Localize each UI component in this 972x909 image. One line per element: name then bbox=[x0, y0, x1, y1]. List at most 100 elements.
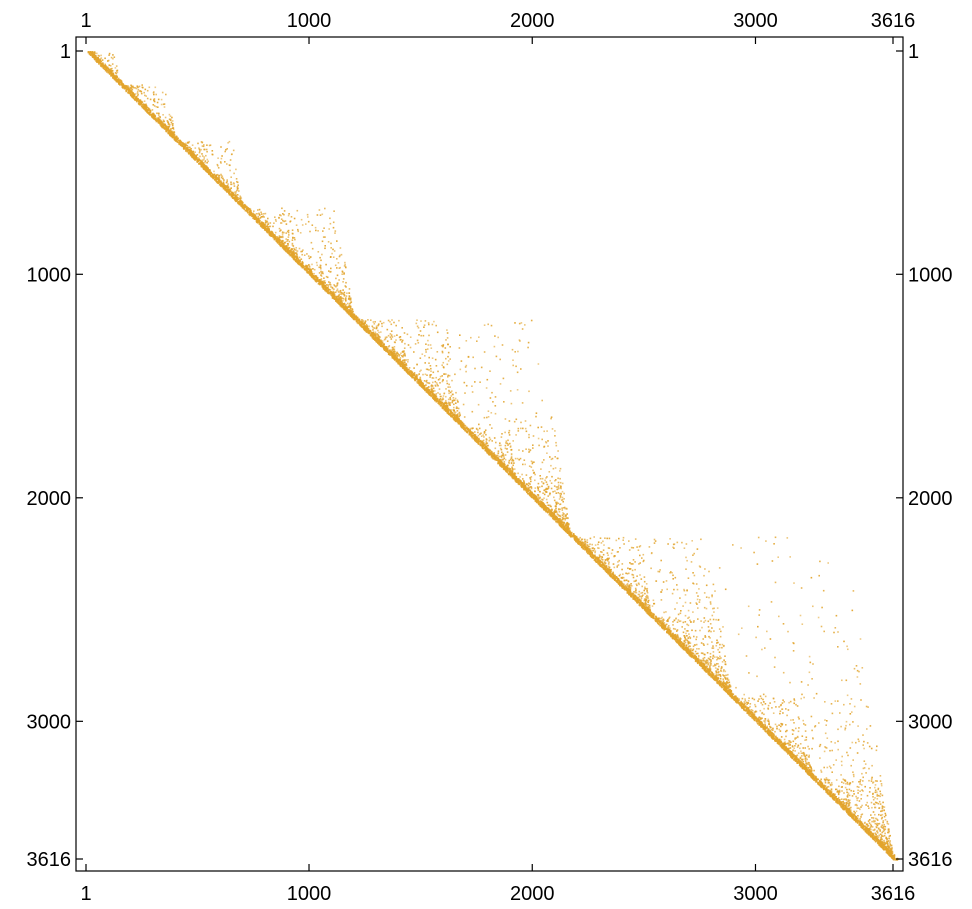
nonzero-entry bbox=[219, 185, 222, 187]
nonzero-entry bbox=[753, 718, 756, 720]
nonzero-entry bbox=[359, 321, 362, 323]
nonzero-entry bbox=[217, 182, 220, 184]
nonzero-entry bbox=[443, 409, 446, 411]
nonzero-entry bbox=[102, 67, 105, 69]
nonzero-entry bbox=[93, 51, 96, 54]
nonzero-entry bbox=[153, 98, 156, 100]
nonzero-entry bbox=[112, 54, 114, 56]
nonzero-entry bbox=[463, 426, 465, 429]
nonzero-entry bbox=[155, 93, 157, 96]
nonzero-entry bbox=[253, 213, 255, 216]
nonzero-entry bbox=[674, 639, 677, 641]
nonzero-entry bbox=[472, 437, 475, 440]
nonzero-entry bbox=[172, 135, 174, 138]
nonzero-entry bbox=[207, 167, 209, 170]
nonzero-entry bbox=[659, 625, 662, 627]
nonzero-entry bbox=[178, 140, 180, 142]
nonzero-entry bbox=[387, 351, 389, 353]
nonzero-entry bbox=[244, 209, 247, 212]
nonzero-entry bbox=[798, 764, 801, 767]
nonzero-entry bbox=[273, 238, 276, 241]
nonzero-entry bbox=[495, 459, 498, 461]
nonzero-entry bbox=[714, 679, 716, 681]
nonzero-entry bbox=[412, 376, 415, 379]
nonzero-entry bbox=[99, 62, 102, 65]
nonzero-entry bbox=[155, 117, 157, 119]
nonzero-entry bbox=[740, 700, 742, 703]
nonzero-entry bbox=[304, 268, 306, 271]
nonzero-entry bbox=[142, 104, 144, 106]
nonzero-entry bbox=[107, 72, 109, 74]
nonzero-entry bbox=[439, 405, 442, 407]
nonzero-entry bbox=[246, 205, 248, 208]
nonzero-entry bbox=[621, 587, 624, 589]
nonzero-entry bbox=[187, 149, 189, 152]
nonzero-entry bbox=[826, 787, 828, 789]
nonzero-entry bbox=[705, 671, 708, 673]
nonzero-entry bbox=[692, 655, 695, 657]
nonzero-entry bbox=[276, 240, 278, 243]
nonzero-entry bbox=[169, 131, 172, 134]
nonzero-entry bbox=[150, 114, 153, 117]
nonzero-entry bbox=[230, 190, 232, 193]
nonzero-entry bbox=[153, 93, 155, 96]
nonzero-entry bbox=[564, 524, 566, 526]
nonzero-entry bbox=[769, 735, 771, 737]
nonzero-entry bbox=[609, 572, 612, 575]
nonzero-entry bbox=[491, 451, 493, 453]
nonzero-entry bbox=[483, 443, 486, 446]
nonzero-entry bbox=[784, 747, 786, 750]
nonzero-entry bbox=[117, 77, 120, 80]
nonzero-entry bbox=[99, 59, 101, 62]
nonzero-entry bbox=[105, 69, 107, 72]
nonzero-entry bbox=[110, 70, 113, 72]
nonzero-entry bbox=[106, 69, 109, 72]
nonzero-entry bbox=[658, 623, 660, 626]
nonzero-entry bbox=[303, 265, 306, 268]
nonzero-entry bbox=[183, 148, 185, 150]
nonzero-entry bbox=[506, 471, 508, 473]
nonzero-entry bbox=[896, 859, 898, 861]
nonzero-entry bbox=[108, 52, 111, 55]
nonzero-entry bbox=[219, 181, 221, 184]
nonzero-entry bbox=[315, 281, 318, 283]
nonzero-entry bbox=[193, 158, 195, 160]
nonzero-entry bbox=[363, 324, 365, 327]
nonzero-entry bbox=[411, 371, 413, 374]
nonzero-entry bbox=[297, 258, 300, 261]
nonzero-entry bbox=[411, 376, 414, 379]
nonzero-entry bbox=[502, 466, 505, 469]
nonzero-entry bbox=[112, 76, 115, 78]
nonzero-entry bbox=[866, 832, 868, 834]
nonzero-entry bbox=[108, 69, 111, 71]
nonzero-entry bbox=[403, 364, 405, 366]
nonzero-entry bbox=[99, 64, 102, 66]
nonzero-entry bbox=[144, 88, 147, 91]
nonzero-entry bbox=[96, 56, 99, 59]
nonzero-entry bbox=[151, 116, 153, 118]
nonzero-entry bbox=[143, 108, 145, 110]
nonzero-entry bbox=[464, 425, 467, 427]
nonzero-entry bbox=[145, 95, 147, 97]
nonzero-entry bbox=[143, 100, 146, 102]
nonzero-entry bbox=[840, 804, 842, 807]
nonzero-entry bbox=[118, 78, 120, 81]
nonzero-entry bbox=[117, 79, 120, 82]
nonzero-entry bbox=[166, 120, 169, 122]
nonzero-entry bbox=[874, 835, 876, 838]
nonzero-entry bbox=[110, 74, 112, 77]
nonzero-entry bbox=[509, 474, 512, 477]
nonzero-entry bbox=[108, 64, 111, 66]
nonzero-entry bbox=[308, 272, 311, 274]
nonzero-entry bbox=[576, 540, 579, 543]
nonzero-entry bbox=[111, 63, 114, 65]
nonzero-entry bbox=[119, 81, 122, 84]
nonzero-entry bbox=[247, 211, 249, 214]
nonzero-entry bbox=[104, 63, 106, 66]
nonzero-entry bbox=[144, 110, 147, 112]
nonzero-entry bbox=[108, 54, 110, 56]
nonzero-entry bbox=[719, 684, 721, 687]
nonzero-entry bbox=[572, 535, 574, 538]
nonzero-entry bbox=[833, 794, 836, 797]
